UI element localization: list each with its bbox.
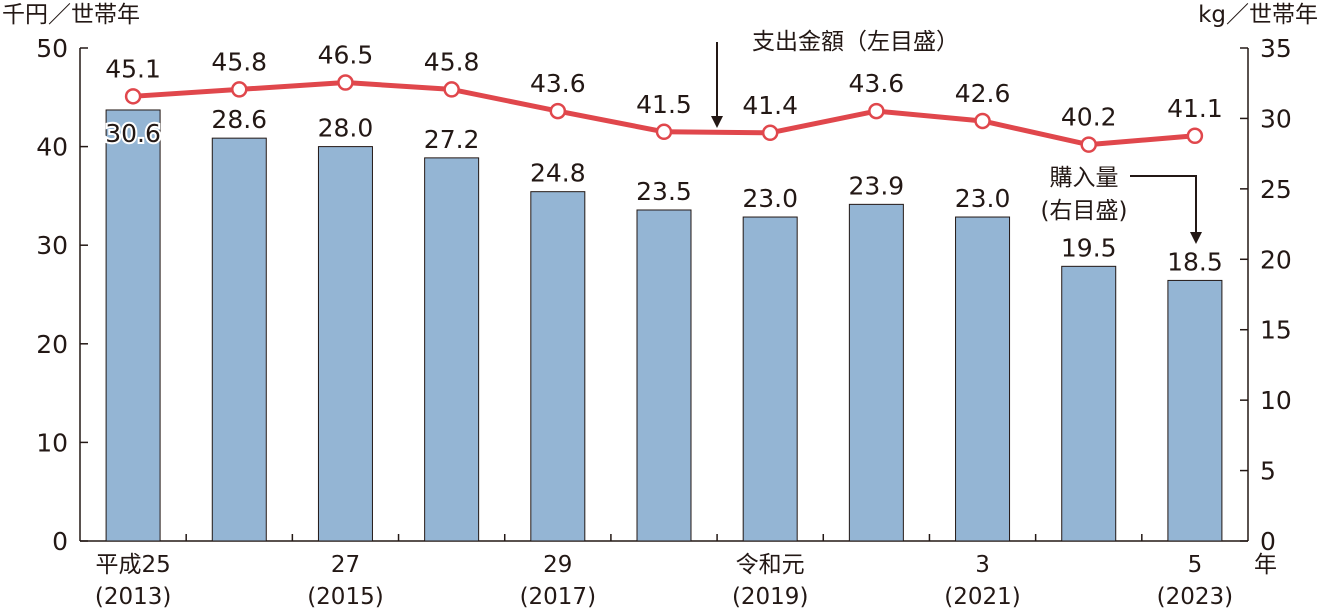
bar-value-label: 24.8 — [530, 159, 586, 188]
x-axis-unit: 年 — [1254, 552, 1277, 578]
bar-value-label: 30.6 — [105, 119, 161, 148]
line-group — [124, 74, 1204, 153]
annotation-arrow-line — [1130, 175, 1197, 234]
line-value-label: 41.4 — [742, 91, 798, 120]
line-value-label: 43.6 — [849, 69, 905, 98]
left-axis-unit: 千円／世帯年 — [2, 2, 140, 28]
annotation-arrowhead — [1190, 232, 1202, 244]
bar — [530, 191, 586, 542]
bar-value-label: 28.0 — [318, 114, 374, 143]
bar-value-label: 23.0 — [742, 184, 798, 213]
bar — [1167, 279, 1223, 542]
line-point — [655, 123, 673, 141]
bar-value-label: 19.5 — [1061, 233, 1117, 262]
bar-value-label: 28.6 — [211, 105, 267, 134]
line-point — [974, 112, 991, 130]
left-tick-label: 30 — [36, 231, 68, 260]
right-tick-label: 10 — [1260, 386, 1292, 415]
bar-value-label: 18.5 — [1167, 247, 1223, 276]
x-tick-label: 29 — [543, 552, 572, 578]
bar — [105, 109, 161, 542]
x-tick-label: 3 — [975, 552, 990, 578]
line-point — [1080, 136, 1097, 153]
bar-value-label: 27.2 — [424, 125, 480, 154]
x-tick-label-year: (2015) — [307, 584, 383, 610]
left-tick-label: 40 — [36, 133, 68, 162]
bar-series-annotation: 購入量 — [1050, 165, 1119, 191]
x-tick-label-year: (2019) — [732, 584, 808, 610]
right-axis-unit: kg／世帯年 — [1198, 2, 1318, 28]
line-value-label: 45.1 — [105, 54, 161, 83]
line-value-label: 41.1 — [1167, 94, 1223, 123]
x-tick-label-year: (2013) — [95, 584, 171, 610]
bar-value-label: 23.9 — [849, 171, 905, 200]
line-value-label: 43.6 — [530, 69, 586, 98]
bars-group — [105, 109, 1223, 542]
annotation-arrowhead — [711, 116, 723, 128]
line-point — [124, 88, 142, 105]
right-tick-label: 20 — [1260, 245, 1292, 274]
line-point — [337, 74, 354, 91]
x-tick-label: 27 — [331, 552, 360, 578]
bar — [955, 216, 1011, 542]
line-point — [443, 81, 460, 98]
annotations-group: 支出金額（左目盛） 購入量 (右目盛) — [711, 29, 1202, 244]
line-point — [549, 102, 567, 120]
bar-value-label: 23.5 — [636, 177, 692, 206]
line-point — [761, 124, 779, 142]
line-value-label: 45.8 — [211, 47, 267, 76]
right-tick-label: 25 — [1260, 175, 1292, 204]
line-point — [1186, 127, 1204, 145]
right-tick-label: 0 — [1260, 527, 1276, 556]
line-point — [868, 102, 885, 120]
bar — [424, 157, 480, 542]
bar-series-annotation-sub: (右目盛) — [1041, 198, 1128, 224]
line-point — [231, 81, 248, 98]
x-tick-label-year: (2021) — [944, 584, 1020, 610]
left-tick-label: 0 — [52, 527, 68, 556]
bar — [1061, 265, 1117, 542]
x-tick-label-year: (2017) — [520, 584, 596, 610]
bar — [742, 216, 798, 542]
x-tick-label: 5 — [1188, 552, 1203, 578]
bar — [636, 209, 692, 542]
left-tick-label: 20 — [36, 330, 68, 359]
line-value-label: 45.8 — [424, 47, 480, 76]
right-tick-label: 15 — [1260, 316, 1292, 345]
line-value-label: 40.2 — [1061, 103, 1117, 132]
left-tick-label: 50 — [36, 34, 68, 63]
line-series-annotation: 支出金額（左目盛） — [752, 29, 959, 55]
right-tick-label: 5 — [1260, 457, 1276, 486]
right-tick-label: 35 — [1260, 34, 1292, 63]
x-tick-label: 平成25 — [95, 552, 170, 578]
line-value-label: 42.6 — [955, 79, 1011, 108]
bar-value-label: 23.0 — [955, 184, 1011, 213]
bar — [848, 203, 904, 542]
data-labels-group: 30.6 28.6 28.0 27.2 24.8 23.5 23.0 23.9 23.0 19.5… — [103, 41, 1223, 277]
left-tick-label: 10 — [36, 428, 68, 457]
x-tick-label: 令和元 — [736, 552, 805, 578]
bar — [317, 146, 373, 542]
line-value-label: 46.5 — [318, 41, 374, 70]
right-tick-label: 30 — [1260, 104, 1292, 133]
bar — [211, 137, 267, 542]
line-value-label: 41.5 — [636, 90, 692, 119]
x-tick-label-year: (2023) — [1157, 584, 1233, 610]
